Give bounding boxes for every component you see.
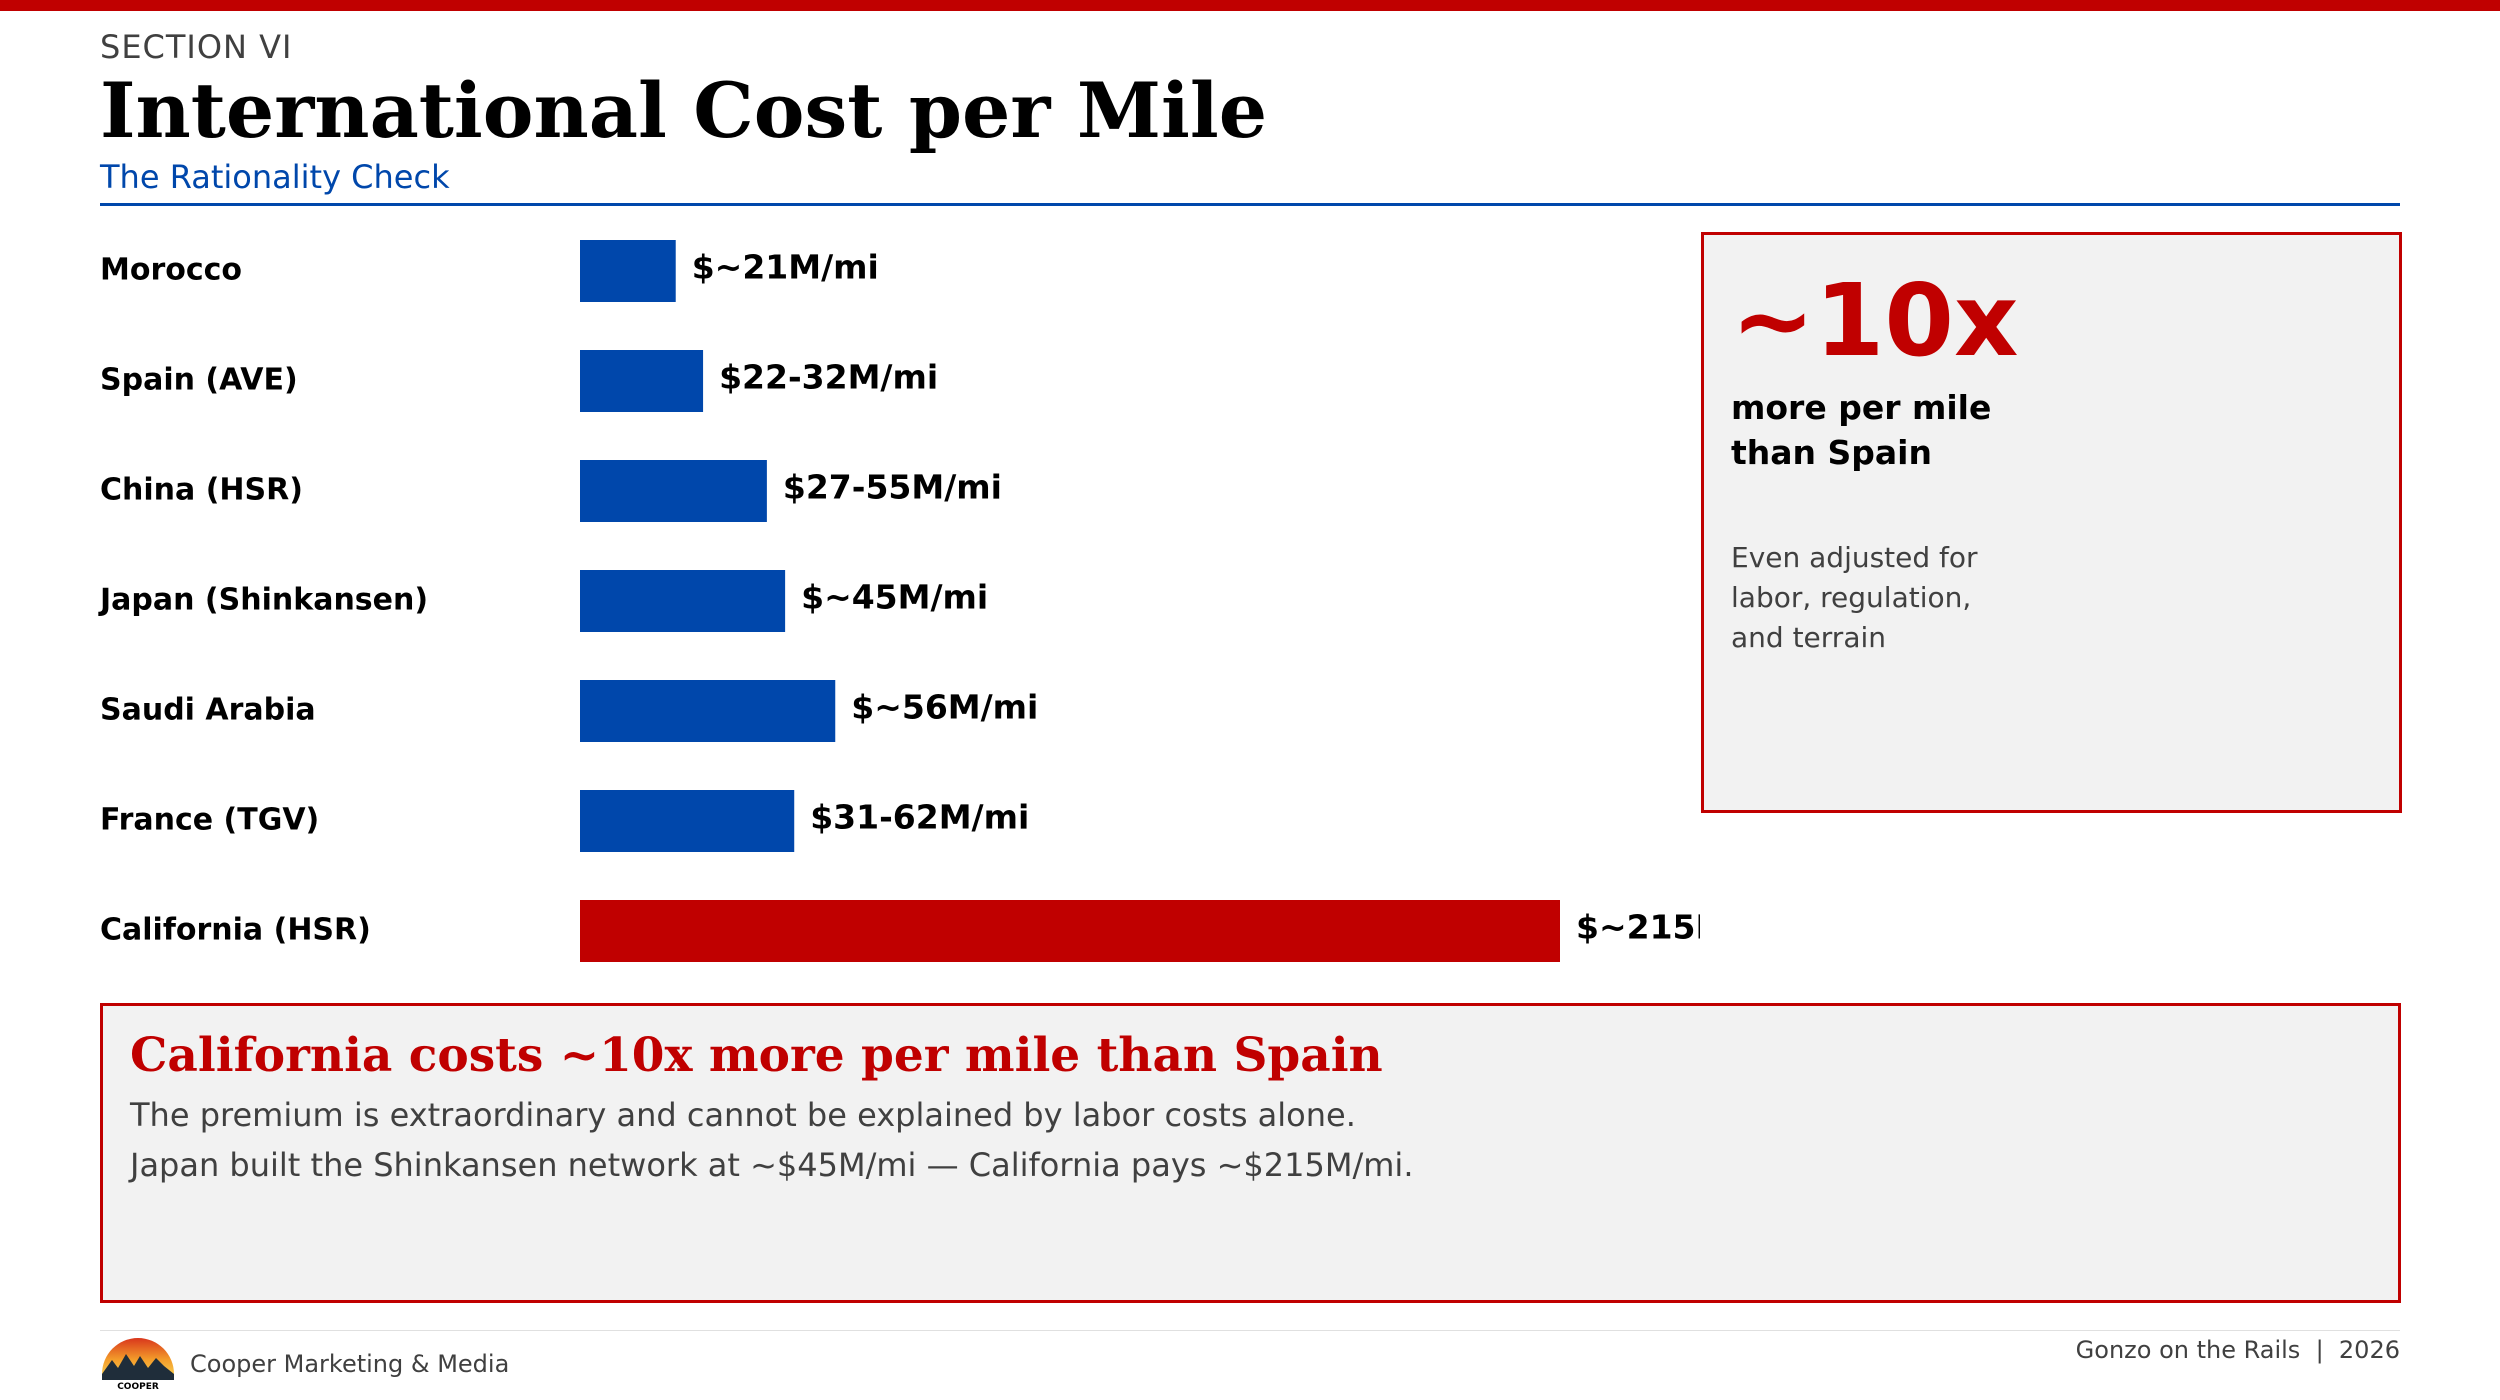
summary-line-1: The premium is extraordinary and cannot …: [130, 1096, 1356, 1134]
callout-multiplier: ~10x: [1731, 262, 2019, 379]
bar-value-label: $27-55M/mi: [783, 468, 1002, 507]
cost-per-mile-bar-chart: Morocco $~21M/mi Spain (AVE) $22-32M/mi Chin…: [98, 240, 1700, 962]
bar-value-label: $22-32M/mi: [719, 358, 938, 397]
title-divider: [100, 203, 2400, 206]
bar-value-label: $31-62M/mi: [810, 798, 1029, 837]
bar: [580, 570, 786, 632]
callout-note: Even adjusted for labor, regulation, and…: [1731, 541, 1978, 654]
callout-panel: ~10x more per mile than Spain Even adjus…: [1701, 232, 2402, 813]
category-label: Japan (Shinkansen): [98, 583, 428, 618]
category-label: Saudi Arabia: [100, 693, 316, 728]
bar: [580, 460, 767, 522]
category-label: Morocco: [100, 253, 242, 288]
bar-value-label: $~21M/mi: [692, 248, 879, 287]
cooper-logo: COOPER: [102, 1338, 174, 1392]
category-label: China (HSR): [100, 473, 303, 508]
bar-value-label: $~45M/mi: [801, 578, 988, 617]
bar: [580, 680, 836, 742]
top-accent-bar: [0, 0, 2500, 11]
section-label: SECTION VI: [100, 28, 293, 66]
bar: [580, 350, 704, 412]
summary-heading: California costs ~10x more per mile than…: [130, 1028, 1383, 1083]
category-label: France (TGV): [100, 803, 319, 838]
page-title: International Cost per Mile: [100, 66, 1268, 155]
bar: [580, 240, 676, 302]
svg-text:COOPER: COOPER: [117, 1382, 159, 1392]
summary-line-2: Japan built the Shinkansen network at ~$…: [130, 1146, 1414, 1184]
bar: [580, 900, 1560, 962]
bar-value-label: $~215M/mi: [1576, 908, 1700, 947]
footer-series-year: Gonzo on the Rails | 2026: [2075, 1336, 2400, 1364]
summary-panel: California costs ~10x more per mile than…: [100, 1003, 2401, 1303]
page-subtitle: The Rationality Check: [100, 158, 450, 196]
category-label: Spain (AVE): [100, 363, 298, 398]
bar: [580, 790, 795, 852]
footer-company-name: Cooper Marketing & Media: [190, 1350, 510, 1378]
footer-divider: [100, 1330, 2400, 1331]
bar-value-label: $~56M/mi: [851, 688, 1038, 727]
callout-headline: more per mile than Spain: [1731, 388, 1992, 472]
category-label: California (HSR): [100, 913, 371, 948]
